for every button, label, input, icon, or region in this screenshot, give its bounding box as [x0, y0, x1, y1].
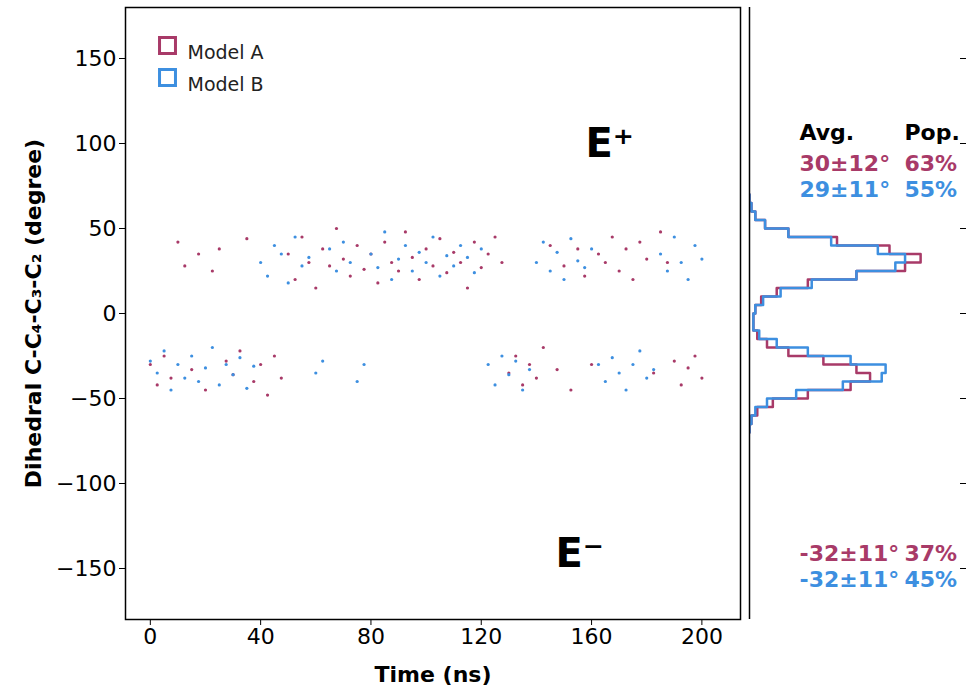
svg-text:55%: 55%	[905, 177, 958, 202]
svg-text:0: 0	[143, 624, 157, 649]
svg-text:0: 0	[103, 301, 117, 326]
svg-text:Model B: Model B	[188, 73, 264, 95]
svg-text:E⁺: E⁺	[586, 120, 634, 166]
svg-text:−150: −150	[56, 556, 116, 581]
svg-text:150: 150	[75, 46, 117, 71]
svg-text:Pop.: Pop.	[905, 120, 960, 145]
svg-text:-32±11°: -32±11°	[800, 567, 900, 592]
svg-text:Dihedral C-C₄-C₃-C₂ (degree): Dihedral C-C₄-C₃-C₂ (degree)	[21, 139, 46, 488]
svg-text:120: 120	[460, 624, 502, 649]
svg-text:Model A: Model A	[188, 41, 264, 63]
svg-text:50: 50	[89, 216, 117, 241]
svg-text:37%: 37%	[905, 541, 958, 566]
svg-text:Time (ns): Time (ns)	[375, 662, 492, 687]
svg-text:E⁻: E⁻	[556, 530, 604, 576]
svg-text:160: 160	[571, 624, 613, 649]
svg-text:80: 80	[357, 624, 385, 649]
svg-text:Avg.: Avg.	[800, 120, 855, 145]
svg-text:-32±11°: -32±11°	[800, 541, 900, 566]
svg-text:−100: −100	[56, 471, 116, 496]
svg-text:45%: 45%	[905, 567, 958, 592]
svg-text:30±12°: 30±12°	[800, 151, 891, 176]
svg-text:100: 100	[75, 131, 117, 156]
svg-text:63%: 63%	[905, 151, 958, 176]
svg-text:200: 200	[681, 624, 723, 649]
svg-text:29±11°: 29±11°	[800, 177, 891, 202]
svg-text:40: 40	[247, 624, 275, 649]
svg-text:−50: −50	[70, 386, 116, 411]
